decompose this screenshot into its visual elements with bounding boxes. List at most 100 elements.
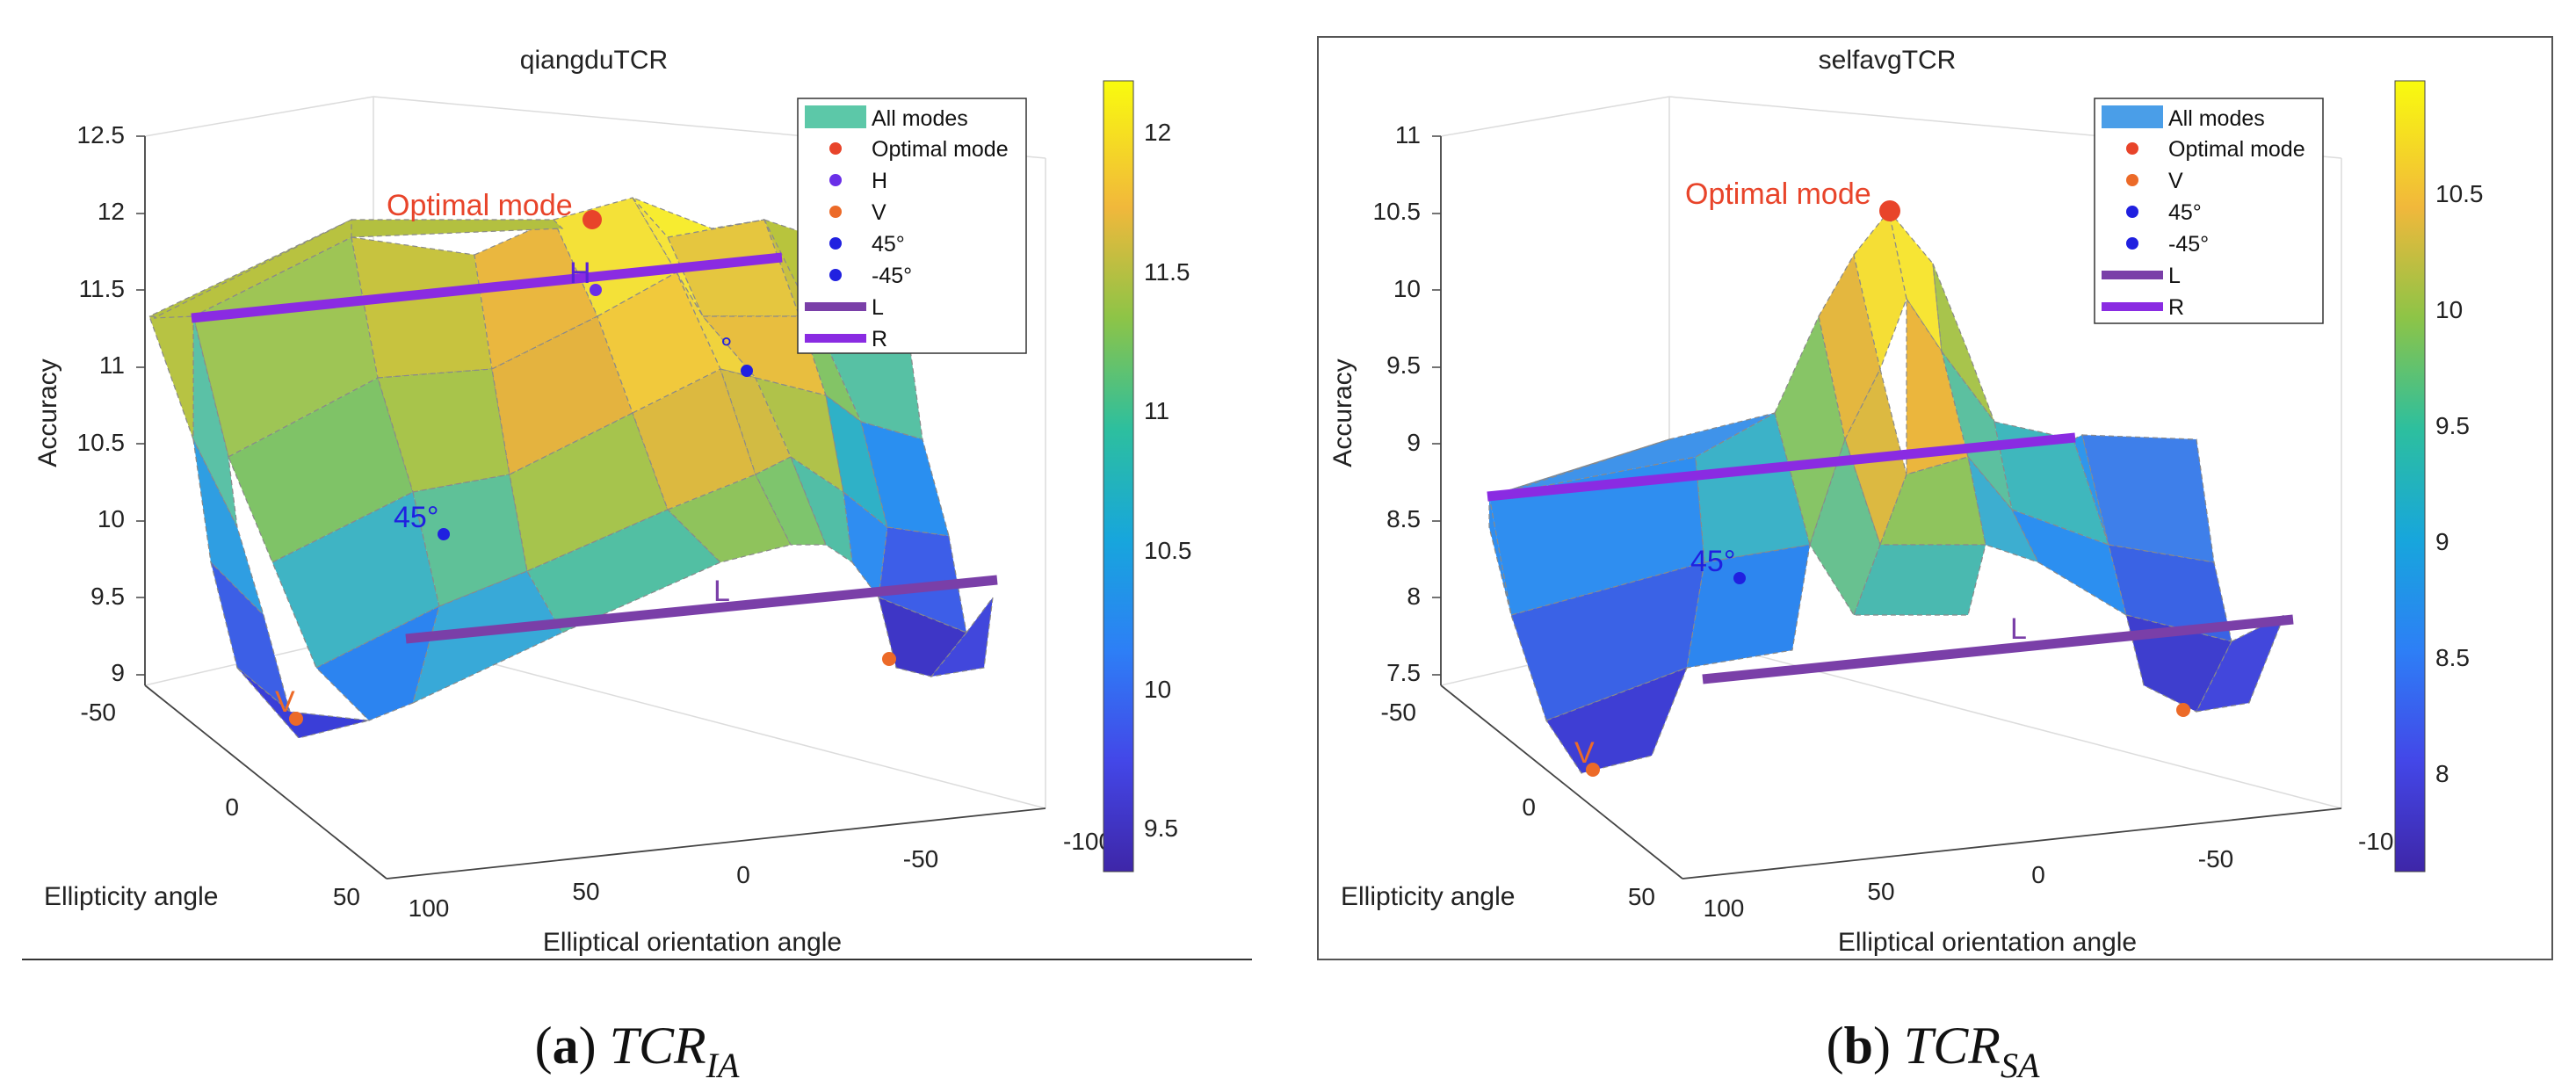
panel-a-v-point-2 bbox=[882, 652, 896, 666]
legend-label: L bbox=[872, 295, 884, 320]
z-tick: 10.5 bbox=[77, 429, 126, 456]
surface-patch bbox=[2010, 508, 2127, 617]
panel-b-colorbar: 8 8.5 9 9.5 10 10.5 bbox=[2394, 80, 2484, 872]
surface-patch bbox=[1994, 421, 2109, 546]
surface-patch bbox=[1545, 666, 1689, 774]
surface-patch bbox=[720, 368, 792, 475]
surface-patch bbox=[148, 315, 194, 440]
panel-a-v-point bbox=[289, 712, 303, 726]
panel-a-y-label: Ellipticity angle bbox=[44, 882, 218, 911]
panel-a-x-label: Elliptical orientation angle bbox=[543, 928, 842, 957]
legend-patch-icon bbox=[2102, 105, 2163, 128]
z-tick: 7.5 bbox=[1386, 659, 1421, 686]
z-tick: 8 bbox=[1407, 583, 1421, 610]
legend-dot-icon bbox=[829, 142, 842, 155]
surface-patch bbox=[860, 421, 950, 537]
panel-a-legend: All modes Optimal mode H V 45° -45° L R bbox=[797, 98, 1027, 354]
panel-b-optimal-point bbox=[1879, 200, 1900, 221]
z-tick: 11 bbox=[99, 351, 125, 379]
panel-a-annot-45: 45° bbox=[394, 501, 438, 534]
panel-b-r-line bbox=[1487, 432, 2076, 502]
y-tick: 0 bbox=[225, 793, 239, 821]
z-tick: 9 bbox=[1407, 429, 1421, 456]
caption-name: TCR bbox=[1904, 1017, 2001, 1075]
surface-patch bbox=[1686, 544, 1811, 669]
panel-b-z-tickmarks bbox=[1432, 135, 1441, 676]
colorbar-gradient bbox=[1103, 80, 1134, 872]
z-tick: 11.5 bbox=[79, 275, 125, 302]
z-tick: 12.5 bbox=[77, 121, 126, 148]
x-tick: -50 bbox=[2198, 845, 2233, 872]
colorbar-tick: 9.5 bbox=[2435, 412, 2470, 439]
colorbar-tick: 8 bbox=[2435, 760, 2449, 787]
x-tick: 100 bbox=[1704, 894, 1745, 922]
legend-label: V bbox=[2168, 169, 2183, 193]
caption-sub: SA bbox=[2001, 1046, 2040, 1085]
panel-a-z-label: Accuracy bbox=[33, 358, 62, 467]
caption-letter: a bbox=[553, 1017, 579, 1075]
panel-a-annot-v: V bbox=[275, 685, 295, 719]
legend-dot-icon bbox=[2126, 206, 2138, 218]
panel-b-annot-45: 45° bbox=[1690, 545, 1735, 578]
panel-a-title: qiangduTCR bbox=[520, 46, 668, 75]
y-tick: -50 bbox=[1381, 699, 1416, 726]
legend-dot-icon bbox=[829, 174, 842, 186]
colorbar-tick: 10 bbox=[1144, 676, 1171, 703]
colorbar-tick: 9.5 bbox=[1144, 814, 1178, 842]
panel-a-colorbar: 9.5 10 10.5 11 11.5 12 bbox=[1103, 80, 1192, 872]
z-tick: 9 bbox=[111, 659, 125, 686]
z-tick: 9.5 bbox=[90, 583, 125, 610]
legend-label: -45° bbox=[2168, 232, 2209, 257]
surface-patch bbox=[1888, 210, 1943, 352]
x-tick: -50 bbox=[903, 845, 938, 872]
panel-a-annot-l: L bbox=[713, 575, 730, 608]
panel-b-surface bbox=[1488, 209, 2286, 774]
panel-a-l-line bbox=[405, 575, 998, 644]
colorbar-tick: 10.5 bbox=[1144, 537, 1192, 564]
surface-patch bbox=[1695, 412, 1811, 563]
surface-patch bbox=[1510, 561, 1705, 721]
caption-name: TCR bbox=[610, 1017, 706, 1075]
panel-a-x-ticks: 100 50 0 -50 -100 bbox=[409, 828, 1112, 922]
z-tick: 10.5 bbox=[1373, 198, 1422, 225]
y-tick: 50 bbox=[1628, 883, 1655, 910]
caption-sub: IA bbox=[706, 1046, 740, 1085]
panel-a-optimal-point bbox=[582, 210, 602, 229]
legend-label: V bbox=[872, 200, 886, 225]
panel-b-title: selfavgTCR bbox=[1819, 46, 1957, 75]
panel-a-annot-minus45: ° bbox=[720, 332, 733, 366]
panel-b-axes bbox=[1440, 136, 2342, 880]
colorbar-tick: 8.5 bbox=[2435, 644, 2470, 671]
surface-patch bbox=[666, 474, 792, 563]
panel-a-minus45-point bbox=[741, 365, 753, 377]
panel-a-axes bbox=[144, 136, 1046, 880]
panel-b-z-ticks: 11 10.5 10 9.5 9 8.5 8 7.5 bbox=[1373, 121, 1422, 686]
panel-b-v-point bbox=[1586, 763, 1600, 777]
surface-patch bbox=[228, 377, 414, 563]
colorbar-ticks: 8 8.5 9 9.5 10 10.5 bbox=[2435, 180, 2484, 787]
panel-a-z-ticks: 12.5 12 11.5 11 10.5 10 9.5 9 bbox=[77, 121, 126, 686]
panel-b-annot-v: V bbox=[1574, 736, 1595, 770]
surface-patch bbox=[1853, 209, 1907, 372]
surface-patch bbox=[192, 438, 264, 616]
legend-dot-icon bbox=[2126, 237, 2138, 250]
panel-a-annot-optimal: Optimal mode bbox=[387, 189, 573, 222]
caption-letter: b bbox=[1844, 1017, 1873, 1075]
panel-b-z-label: Accuracy bbox=[1328, 358, 1357, 467]
legend-dot-icon bbox=[829, 269, 842, 281]
legend-label: Optimal mode bbox=[2168, 137, 2305, 162]
panel-a-annot-h: H bbox=[569, 257, 591, 290]
surface-patch bbox=[1488, 496, 1512, 616]
surface-patch bbox=[236, 667, 370, 739]
x-tick: 50 bbox=[1867, 878, 1894, 905]
legend-label: R bbox=[872, 327, 887, 351]
panel-b: selfavgTCR bbox=[1317, 36, 2553, 1085]
panel-a-surface bbox=[148, 197, 994, 739]
legend-label: R bbox=[2168, 295, 2184, 320]
y-tick: 50 bbox=[333, 883, 360, 910]
colorbar-ticks: 9.5 10 10.5 11 11.5 12 bbox=[1144, 119, 1192, 842]
legend-dot-icon bbox=[829, 206, 842, 218]
colorbar-gradient bbox=[2394, 80, 2426, 872]
colorbar-tick: 12 bbox=[1144, 119, 1171, 146]
